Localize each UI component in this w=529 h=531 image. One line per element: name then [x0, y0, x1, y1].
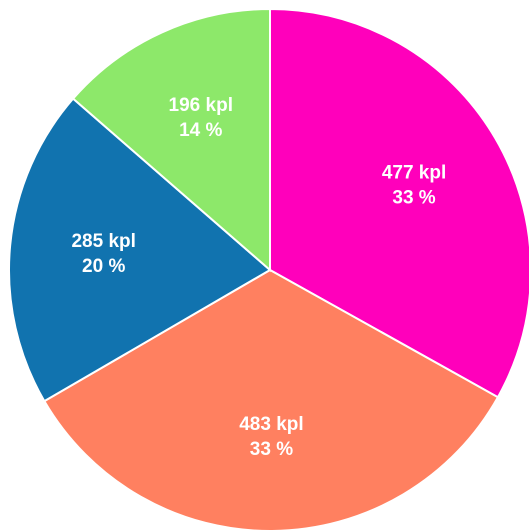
slice-percent-label: 20 % [82, 256, 125, 277]
slice-percent-label: 14 % [179, 120, 222, 141]
pie-slice [71, 7, 271, 273]
slice-value-label: 477 kpl [382, 162, 446, 183]
pie-slice [8, 97, 272, 403]
slice-percent-label: 33 % [250, 439, 293, 460]
slice-value-label: 196 kpl [169, 95, 233, 116]
slice-value-label: 285 kpl [71, 231, 135, 252]
slice-percent-label: 33 % [392, 187, 435, 208]
pie-slice [269, 7, 529, 399]
slice-value-label: 483 kpl [239, 414, 303, 435]
